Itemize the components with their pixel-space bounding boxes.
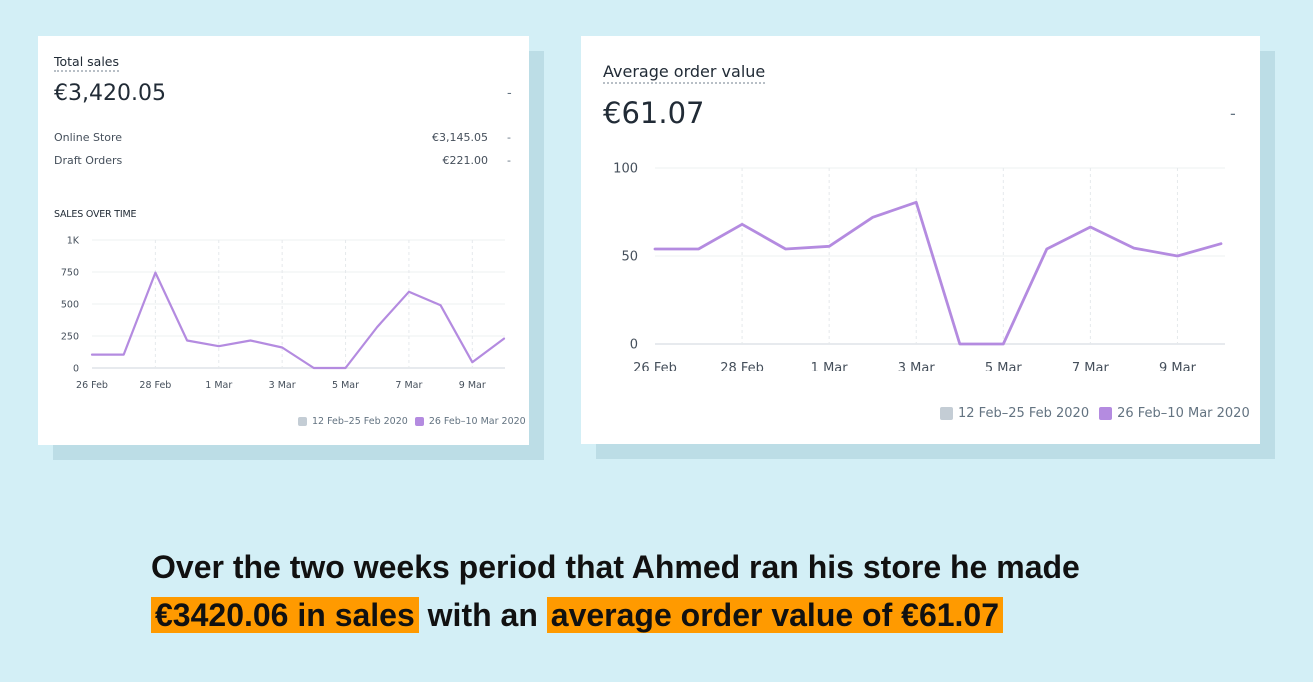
x-tick-label: 9 Mar	[459, 380, 486, 391]
legend-swatch-current	[1099, 407, 1113, 420]
legend-label-current: 26 Feb–10 Mar 2020	[428, 416, 526, 427]
caption-highlight-aov: average order value of €61.07	[546, 597, 1004, 633]
row-change-online-store: -	[507, 131, 511, 144]
x-tick-label: 5 Mar	[985, 361, 1023, 371]
series-line	[653, 200, 1223, 346]
total-sales-title[interactable]: Total sales	[54, 54, 120, 72]
x-tick-label: 7 Mar	[1072, 361, 1110, 371]
x-tick-label: 26 Feb	[76, 380, 108, 391]
total-sales-change: -	[507, 86, 512, 101]
sales-over-time-heading: SALES OVER TIME	[54, 209, 137, 220]
y-tick-label: 500	[61, 299, 79, 310]
aov-change: -	[1230, 104, 1236, 123]
x-tick-label: 9 Mar	[1159, 361, 1197, 371]
x-tick-label: 26 Feb	[633, 361, 677, 371]
y-tick-label: 750	[61, 267, 79, 278]
x-tick-label: 1 Mar	[205, 380, 232, 391]
x-tick-label: 3 Mar	[269, 380, 296, 391]
series-line	[90, 271, 506, 370]
legend-swatch-current	[414, 417, 424, 426]
y-tick-label: 100	[613, 162, 638, 177]
row-value-online-store: €3,145.05	[432, 131, 488, 144]
legend-label-current: 26 Feb–10 Mar 2020	[1117, 406, 1250, 421]
total-sales-card: Total sales €3,420.05 - Online Store €3,…	[38, 36, 529, 445]
x-tick-label: 28 Feb	[139, 380, 171, 391]
aov-value: €61.07	[603, 96, 705, 130]
legend-label-previous: 12 Feb–25 Feb 2020	[958, 406, 1090, 421]
x-tick-label: 28 Feb	[720, 361, 764, 371]
caption-line-1: Over the two weeks period that Ahmed ran…	[151, 549, 1080, 585]
y-tick-label: 0	[73, 363, 79, 374]
sales-over-time-chart: 0 250 500 750 1K 26 Feb 28 Feb 1 Mar 3 Mar 5 Mar 7…	[61, 235, 506, 391]
caption-connector: with an	[418, 597, 547, 633]
y-tick-label: 250	[61, 331, 79, 342]
chart-legend: 12 Feb–25 Feb 2020 26 Feb–10 Mar 2020	[940, 406, 1250, 421]
legend-swatch-previous	[298, 417, 307, 426]
legend-label-previous: 12 Feb–25 Feb 2020	[312, 416, 408, 427]
y-tick-label: 0	[630, 338, 638, 353]
row-label-online-store: Online Store	[54, 131, 123, 144]
x-tick-label: 7 Mar	[395, 380, 422, 391]
x-tick-label: 5 Mar	[332, 380, 359, 391]
caption: Over the two weeks period that Ahmed ran…	[151, 543, 1251, 639]
chart-legend: 12 Feb–25 Feb 2020 26 Feb–10 Mar 2020	[298, 416, 526, 427]
caption-line-2: €3420.06 in sales with an average order …	[151, 591, 1251, 639]
average-order-value-chart: 0 50 100 26 Feb 28 Feb 1 Mar 3 Mar 5 Mar 7 Mar 9 …	[613, 162, 1225, 371]
average-order-value-card: Average order value €61.07 - 0 50 100 26 Fe…	[581, 36, 1260, 444]
y-tick-label: 50	[621, 250, 638, 265]
aov-title[interactable]: Average order value	[603, 62, 766, 84]
total-sales-value: €3,420.05	[54, 81, 166, 106]
row-change-draft-orders: -	[507, 154, 511, 167]
y-tick-label: 1K	[67, 235, 80, 246]
x-tick-label: 3 Mar	[898, 361, 936, 371]
row-value-draft-orders: €221.00	[442, 154, 489, 167]
x-tick-label: 1 Mar	[811, 361, 849, 371]
caption-highlight-sales: €3420.06 in sales	[151, 597, 419, 633]
legend-swatch-previous	[940, 407, 953, 420]
row-label-draft-orders: Draft Orders	[54, 154, 123, 167]
